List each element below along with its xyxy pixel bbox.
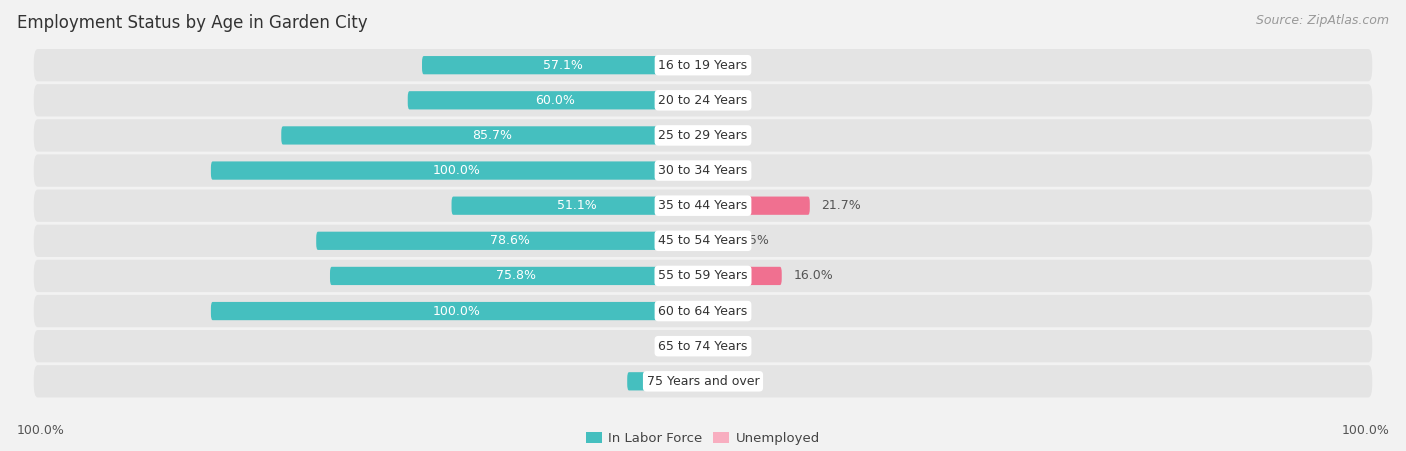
Text: 16.0%: 16.0% bbox=[793, 269, 834, 282]
Text: 0.0%: 0.0% bbox=[718, 340, 749, 353]
Text: 65 to 74 Years: 65 to 74 Years bbox=[658, 340, 748, 353]
FancyBboxPatch shape bbox=[34, 330, 1372, 362]
FancyBboxPatch shape bbox=[34, 365, 1372, 397]
Text: 16 to 19 Years: 16 to 19 Years bbox=[658, 59, 748, 72]
Text: 45 to 54 Years: 45 to 54 Years bbox=[658, 235, 748, 247]
Text: 100.0%: 100.0% bbox=[17, 424, 65, 437]
FancyBboxPatch shape bbox=[703, 232, 725, 250]
Text: 0.0%: 0.0% bbox=[718, 94, 749, 107]
Text: 0.0%: 0.0% bbox=[657, 340, 689, 353]
FancyBboxPatch shape bbox=[34, 119, 1372, 152]
FancyBboxPatch shape bbox=[627, 372, 703, 391]
Text: 0.0%: 0.0% bbox=[718, 129, 749, 142]
Text: 0.0%: 0.0% bbox=[718, 375, 749, 388]
Legend: In Labor Force, Unemployed: In Labor Force, Unemployed bbox=[581, 427, 825, 451]
Text: 75.8%: 75.8% bbox=[496, 269, 537, 282]
FancyBboxPatch shape bbox=[422, 56, 703, 74]
FancyBboxPatch shape bbox=[34, 225, 1372, 257]
Text: 60.0%: 60.0% bbox=[536, 94, 575, 107]
Text: 57.1%: 57.1% bbox=[543, 59, 582, 72]
Text: 15.4%: 15.4% bbox=[645, 375, 685, 388]
FancyBboxPatch shape bbox=[316, 232, 703, 250]
Text: 20 to 24 Years: 20 to 24 Years bbox=[658, 94, 748, 107]
Text: 100.0%: 100.0% bbox=[433, 164, 481, 177]
Text: 85.7%: 85.7% bbox=[472, 129, 512, 142]
Text: Employment Status by Age in Garden City: Employment Status by Age in Garden City bbox=[17, 14, 367, 32]
Text: 0.0%: 0.0% bbox=[718, 164, 749, 177]
Text: Source: ZipAtlas.com: Source: ZipAtlas.com bbox=[1256, 14, 1389, 27]
Text: 75 Years and over: 75 Years and over bbox=[647, 375, 759, 388]
Text: 4.5%: 4.5% bbox=[737, 235, 769, 247]
FancyBboxPatch shape bbox=[451, 197, 703, 215]
Text: 25 to 29 Years: 25 to 29 Years bbox=[658, 129, 748, 142]
Text: 0.0%: 0.0% bbox=[718, 59, 749, 72]
FancyBboxPatch shape bbox=[211, 302, 703, 320]
Text: 78.6%: 78.6% bbox=[489, 235, 530, 247]
FancyBboxPatch shape bbox=[211, 161, 703, 179]
FancyBboxPatch shape bbox=[34, 260, 1372, 292]
Text: 100.0%: 100.0% bbox=[433, 304, 481, 318]
Text: 30 to 34 Years: 30 to 34 Years bbox=[658, 164, 748, 177]
FancyBboxPatch shape bbox=[703, 197, 810, 215]
FancyBboxPatch shape bbox=[34, 154, 1372, 187]
Text: 100.0%: 100.0% bbox=[1341, 424, 1389, 437]
FancyBboxPatch shape bbox=[703, 267, 782, 285]
Text: 21.7%: 21.7% bbox=[821, 199, 862, 212]
Text: 51.1%: 51.1% bbox=[557, 199, 598, 212]
Text: 60 to 64 Years: 60 to 64 Years bbox=[658, 304, 748, 318]
FancyBboxPatch shape bbox=[34, 189, 1372, 222]
FancyBboxPatch shape bbox=[408, 91, 703, 110]
FancyBboxPatch shape bbox=[281, 126, 703, 145]
FancyBboxPatch shape bbox=[330, 267, 703, 285]
FancyBboxPatch shape bbox=[34, 84, 1372, 116]
Text: 0.0%: 0.0% bbox=[718, 304, 749, 318]
FancyBboxPatch shape bbox=[34, 49, 1372, 81]
FancyBboxPatch shape bbox=[34, 295, 1372, 327]
Text: 55 to 59 Years: 55 to 59 Years bbox=[658, 269, 748, 282]
Text: 35 to 44 Years: 35 to 44 Years bbox=[658, 199, 748, 212]
